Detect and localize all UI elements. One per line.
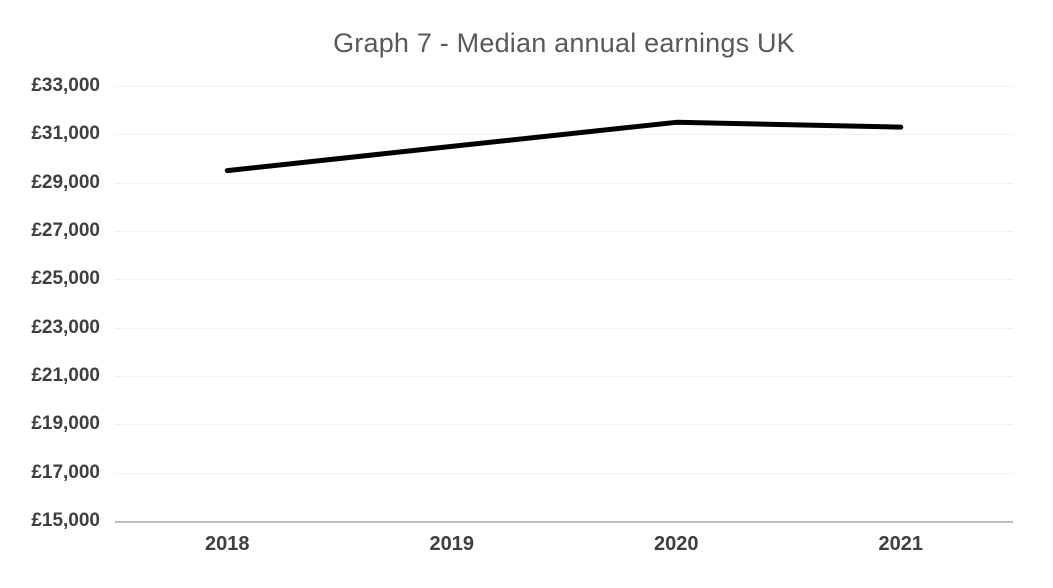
- y-tick-label: £25,000: [31, 268, 100, 290]
- gridline: [115, 328, 1013, 329]
- y-axis: £33,000 £31,000 £29,000 £27,000 £25,000 £23,0…: [0, 76, 100, 531]
- gridline: [115, 424, 1013, 425]
- gridline: [115, 473, 1013, 474]
- y-tick-label: £23,000: [31, 316, 100, 338]
- x-axis: 2018 2019 2020 2021: [115, 533, 1013, 563]
- median-earnings-line: [224, 119, 904, 174]
- x-tick-label: 2018: [205, 533, 250, 555]
- gridline: [115, 376, 1013, 377]
- gridline: [115, 183, 1013, 184]
- x-tick-label: 2021: [878, 533, 924, 555]
- series-canvas: [224, 119, 904, 174]
- gridline: [115, 86, 1013, 87]
- gridline: [115, 279, 1013, 280]
- x-tick-label: 2019: [429, 533, 475, 555]
- chart-title: Graph 7 - Median annual earnings UK: [333, 28, 795, 58]
- y-tick-label: £19,000: [31, 413, 100, 435]
- y-tick-label: £29,000: [31, 171, 100, 193]
- y-tick-label: £27,000: [31, 220, 100, 241]
- y-tick-label: £31,000: [31, 123, 100, 145]
- y-tick-label: £21,000: [31, 365, 100, 386]
- x-tick-label: 2020: [654, 533, 699, 555]
- x-axis-line: [115, 521, 1013, 523]
- y-tick-label: £33,000: [31, 75, 100, 96]
- plot-area: [115, 86, 1013, 523]
- y-tick-label: £15,000: [31, 510, 100, 531]
- gridline: [115, 231, 1013, 232]
- y-tick-label: £17,000: [31, 461, 100, 483]
